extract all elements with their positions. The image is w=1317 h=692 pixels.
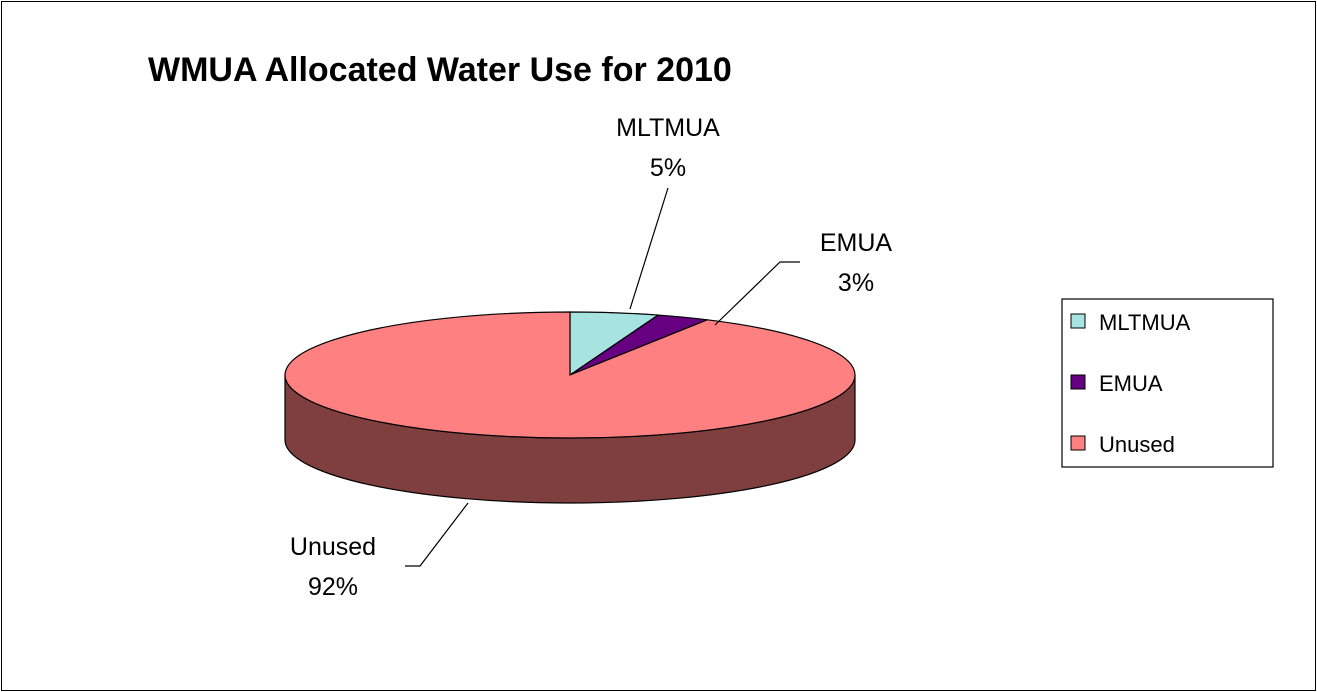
data-label-emua-name: EMUA xyxy=(820,229,893,257)
data-label-mltmua-pct: 5% xyxy=(650,154,686,182)
pie-slice-unused xyxy=(284,311,856,439)
legend-box xyxy=(1061,298,1274,468)
data-label-unused-pct: 92% xyxy=(308,573,358,601)
data-label-emua-pct: 3% xyxy=(838,269,874,297)
legend-swatch-unused xyxy=(1070,435,1086,451)
legend-swatch-mltmua xyxy=(1070,313,1086,329)
data-label-mltmua-name: MLTMUA xyxy=(616,114,720,142)
legend-label-unused: Unused xyxy=(1099,432,1175,457)
legend-label-mltmua: MLTMUA xyxy=(1099,310,1191,335)
pie-plot xyxy=(284,311,856,504)
leader-line-unused xyxy=(405,502,469,567)
chart-title: WMUA Allocated Water Use for 2010 xyxy=(148,51,732,89)
data-label-unused-name: Unused xyxy=(290,533,376,561)
legend-label-emua: EMUA xyxy=(1099,371,1163,396)
legend-swatch-emua xyxy=(1070,374,1086,390)
legend: MLTMUA EMUA Unused xyxy=(1061,298,1274,468)
leader-line-mltmua xyxy=(629,187,669,310)
leader-line-emua xyxy=(714,261,800,326)
